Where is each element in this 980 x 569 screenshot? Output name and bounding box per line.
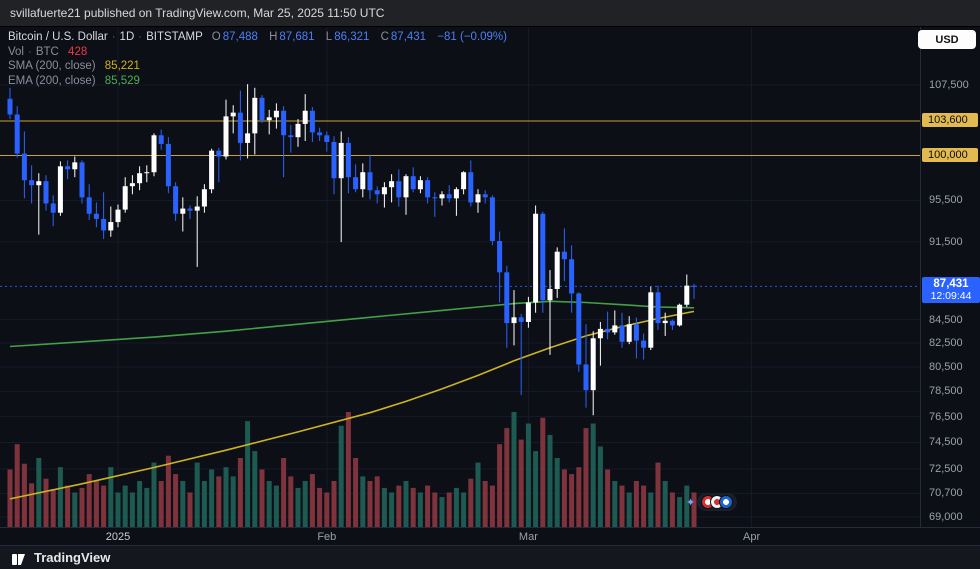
open-value: 87,488 [222, 31, 258, 43]
ema-value: 85,529 [104, 74, 140, 87]
open-label: O [211, 31, 221, 43]
volume-value: 428 [68, 45, 88, 58]
high-value: 87,681 [279, 31, 315, 43]
currency-usd-button[interactable]: USD [918, 30, 976, 49]
chart-pane[interactable]: Bitcoin / U.S. Dollar · 1D · BITSTAMP O 87,48… [0, 27, 920, 527]
low-label: L [325, 31, 333, 43]
volume-row[interactable]: Vol · BTC 428 [8, 46, 509, 60]
footer: TradingView [0, 545, 980, 569]
chart-legend: Bitcoin / U.S. Dollar · 1D · BITSTAMP O 87,48… [8, 31, 509, 89]
close-label: C [380, 31, 389, 43]
price-tick-label: 78,500 [929, 385, 963, 398]
separator: · [28, 45, 32, 58]
low-value: 86,321 [334, 31, 370, 43]
exchange-label[interactable]: BITSTAMP [146, 31, 203, 43]
reactions-badge[interactable]: ✦ [686, 493, 738, 511]
ohlc-values: O 87,488 H 87,681 L 86,321 C 87,431 −81 (−0.… [206, 31, 509, 43]
separator: · [138, 31, 143, 43]
sma-value: 85,221 [104, 60, 140, 72]
price-tick-label: 76,500 [929, 410, 963, 423]
interval-label[interactable]: 1D [119, 31, 135, 43]
reaction-blue-icon [719, 495, 734, 509]
publish-header: svillafuerte21 published on TradingView.… [0, 0, 980, 27]
separator: · [111, 31, 116, 43]
volume-label: Vol [8, 45, 24, 58]
volume-unit: BTC [35, 45, 59, 58]
bar-countdown: 12:09:44 [930, 290, 972, 303]
time-tick-label: Apr [743, 531, 761, 543]
ema-indicator-row[interactable]: EMA (200, close) 85,529 [8, 75, 509, 89]
price-tick-label: 95,500 [929, 194, 963, 207]
publish-info: svillafuerte21 published on TradingView.… [10, 6, 385, 20]
symbol-name[interactable]: Bitcoin / U.S. Dollar [8, 31, 108, 43]
time-tick-label: 2025 [105, 531, 131, 543]
time-tick-label: Mar [518, 531, 538, 543]
price-tick-label: 72,500 [929, 462, 963, 475]
ema-label: EMA (200, close) [8, 74, 96, 87]
close-value: 87,431 [390, 31, 427, 43]
high-label: H [269, 31, 278, 43]
time-axis[interactable]: 2025 Feb Mar Apr [0, 527, 980, 545]
tradingview-brand[interactable]: TradingView [34, 550, 111, 565]
level-price-label: 100,000 [922, 147, 978, 162]
price-chart[interactable] [0, 27, 920, 527]
emoji-pill [697, 493, 738, 511]
price-tick-label: 91,500 [929, 236, 963, 249]
price-tick-label: 70,700 [929, 487, 963, 500]
price-tick-label: 107,500 [929, 79, 969, 92]
time-tick-label: Feb [317, 531, 337, 543]
price-tick-label: 84,500 [929, 313, 963, 326]
level-price-label: 103,600 [922, 113, 978, 128]
plus-icon: ✦ [686, 496, 696, 509]
last-price-value: 87,431 [933, 278, 969, 291]
symbol-row: Bitcoin / U.S. Dollar · 1D · BITSTAMP O 87,48… [8, 31, 509, 45]
tradingview-logo[interactable] [10, 549, 28, 567]
price-axis[interactable]: 107,500 95,500 91,500 84,500 82,500 80,500 78,… [920, 27, 980, 527]
price-tick-label: 82,500 [929, 336, 963, 349]
sma-label: SMA (200, close) [8, 60, 96, 72]
price-tick-label: 80,500 [929, 360, 963, 373]
change-value: −81 (−0.09%) [437, 31, 507, 43]
last-price-label: 87,431 12:09:44 [922, 277, 980, 304]
price-tick-label: 69,000 [929, 511, 963, 524]
sma-indicator-row[interactable]: SMA (200, close) 85,221 [8, 60, 509, 74]
price-tick-label: 74,500 [929, 436, 963, 449]
